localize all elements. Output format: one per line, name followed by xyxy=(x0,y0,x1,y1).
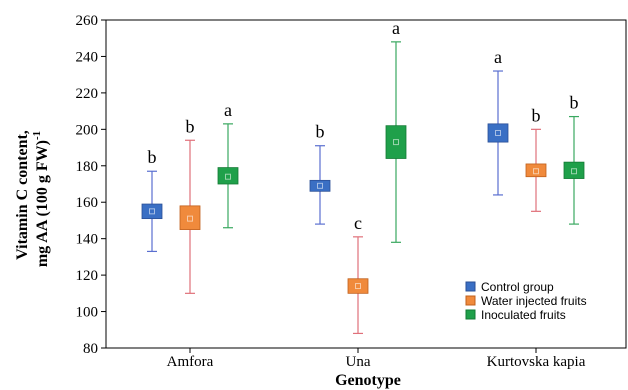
median-marker xyxy=(187,215,193,222)
box-plot-item xyxy=(347,236,369,335)
series-control-group xyxy=(141,70,509,253)
legend-item: Inoculated fruits xyxy=(465,308,566,322)
y-tick-label: 120 xyxy=(76,268,99,284)
y-axis-title-superscript: -1 xyxy=(31,131,43,140)
legend-label: Water injected fruits xyxy=(481,294,587,308)
y-axis-title-line2: mg AA (100 g FW)-1 xyxy=(31,131,51,267)
y-tick-label: 80 xyxy=(83,341,98,357)
median-marker xyxy=(571,168,577,175)
significance-letter: c xyxy=(354,213,362,233)
box-iqr xyxy=(309,179,331,192)
y-tick-label: 240 xyxy=(76,49,99,65)
x-tick-label: Una xyxy=(346,354,371,370)
box-iqr xyxy=(525,163,547,178)
significance-letters: b b a b c b a a b xyxy=(148,18,579,233)
y-tick-label: 200 xyxy=(76,122,99,138)
y-tick-label: 180 xyxy=(76,159,99,175)
box-iqr xyxy=(179,205,201,230)
median-marker xyxy=(495,129,501,136)
box-plot-item xyxy=(309,145,331,225)
x-axis-title: Genotype xyxy=(335,372,401,389)
median-marker xyxy=(393,139,399,146)
box-plot-item xyxy=(217,123,239,229)
box-plot-item xyxy=(487,70,509,196)
x-tick-label: Kurtovska kapia xyxy=(487,354,586,370)
median-marker xyxy=(317,182,323,189)
median-marker xyxy=(355,283,361,290)
significance-letter: a xyxy=(392,18,400,38)
legend-swatch xyxy=(465,295,476,306)
y-axis-title-unit: mg AA (100 g FW) xyxy=(34,140,51,267)
y-tick-label: 220 xyxy=(76,86,99,102)
box-plot-item xyxy=(141,170,163,253)
y-axis-title-line1: Vitamin C content, xyxy=(14,130,31,260)
legend-label: Inoculated fruits xyxy=(481,308,566,322)
legend-swatch xyxy=(465,281,476,292)
box-iqr xyxy=(385,125,407,159)
legend-item: Water injected fruits xyxy=(465,294,587,308)
median-marker xyxy=(149,208,155,215)
box-iqr xyxy=(563,161,585,179)
significance-letter: a xyxy=(494,47,502,67)
median-marker xyxy=(533,168,539,175)
box-plot-item xyxy=(385,41,407,243)
significance-letter: b xyxy=(532,105,541,125)
box-iqr xyxy=(487,123,509,143)
box-plot-item xyxy=(179,139,201,294)
series-water-injected-fruits xyxy=(179,128,547,335)
legend-item: Control group xyxy=(465,280,554,294)
significance-letter: b xyxy=(570,93,579,113)
y-tick-label: 100 xyxy=(76,305,99,321)
y-tick-label: 140 xyxy=(76,232,99,248)
significance-letter: a xyxy=(224,100,232,120)
box-plot-item xyxy=(563,115,585,225)
axes: 80 100 120 140 160 180 200 220 240 260 Amfora Una Ku… xyxy=(76,13,627,370)
y-tick-label: 160 xyxy=(76,195,99,211)
median-marker xyxy=(225,173,231,180)
box-iqr xyxy=(347,278,369,294)
box-iqr xyxy=(141,203,163,220)
plot-frame xyxy=(105,19,627,349)
box-plot-item xyxy=(525,128,547,212)
y-axis-title: Vitamin C content, mg AA (100 g FW)-1 xyxy=(14,130,51,267)
y-tick-label: 260 xyxy=(76,13,99,29)
box-iqr xyxy=(217,167,239,185)
significance-letter: b xyxy=(186,116,195,136)
box-series-group xyxy=(141,41,585,335)
significance-letter: b xyxy=(148,147,157,167)
x-tick-label: Amfora xyxy=(167,354,214,370)
series-inoculated-fruits xyxy=(217,41,585,243)
legend-swatch xyxy=(465,309,476,320)
significance-letter: b xyxy=(316,122,325,142)
legend-label: Control group xyxy=(481,280,554,294)
